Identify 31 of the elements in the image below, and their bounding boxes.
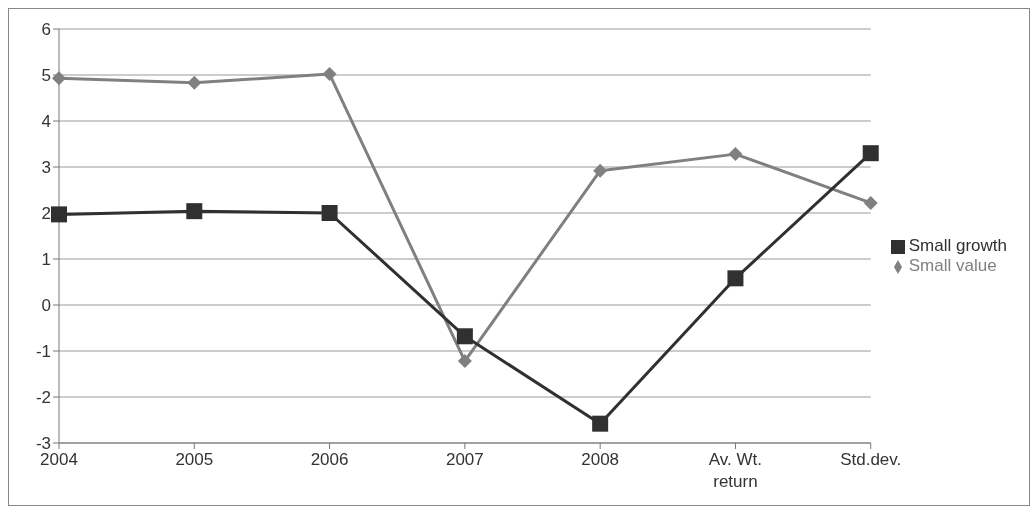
legend-label: Small value bbox=[908, 256, 997, 275]
x-tick-label: 2008 bbox=[581, 450, 620, 469]
x-tick-label: Std.dev. bbox=[840, 450, 902, 469]
y-tick-label: 5 bbox=[41, 66, 51, 86]
point bbox=[592, 415, 609, 432]
x-tick-label: 2006 bbox=[310, 450, 349, 469]
point bbox=[593, 163, 608, 178]
point bbox=[52, 71, 66, 86]
point bbox=[186, 203, 203, 220]
point bbox=[321, 205, 338, 221]
point bbox=[456, 328, 473, 345]
point bbox=[728, 147, 743, 162]
x-tick-label: 2005 bbox=[175, 450, 214, 469]
y-tick-label: 0 bbox=[41, 296, 51, 316]
point bbox=[727, 270, 744, 287]
x-tick-label: 2007 bbox=[445, 450, 484, 469]
y-tick-label: 4 bbox=[41, 112, 51, 132]
y-tick-label: 3 bbox=[41, 158, 51, 178]
x-tick-label: Av. Wt. return bbox=[708, 450, 763, 491]
point bbox=[51, 206, 67, 223]
y-tick-label: 2 bbox=[41, 204, 51, 224]
point bbox=[322, 67, 337, 82]
y-tick-label: -2 bbox=[35, 388, 51, 408]
y-tick-label: 1 bbox=[41, 250, 51, 270]
y-tick-label: 6 bbox=[41, 20, 51, 40]
point bbox=[863, 195, 878, 210]
point bbox=[457, 354, 472, 369]
y-tick-label: -1 bbox=[35, 342, 51, 362]
legend-label: Small growth bbox=[908, 236, 1007, 255]
point bbox=[862, 145, 879, 162]
point bbox=[187, 75, 202, 90]
